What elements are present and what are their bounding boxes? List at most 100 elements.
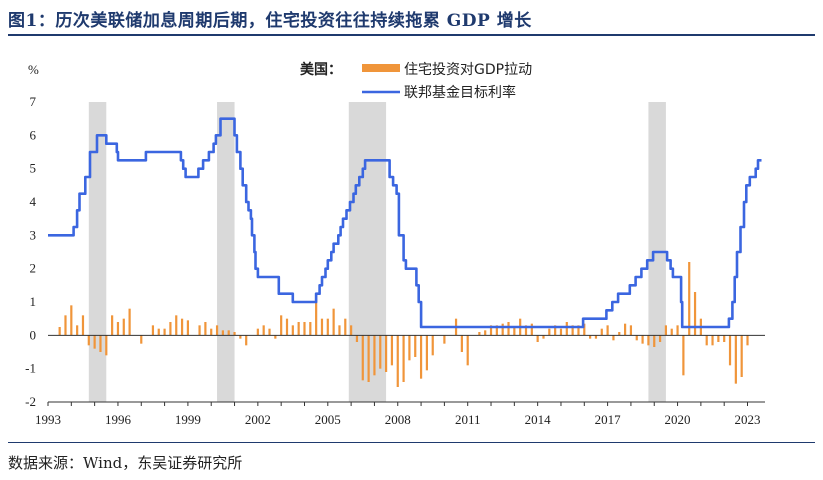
x-tick-label: 2005 bbox=[315, 412, 341, 427]
bar bbox=[215, 325, 219, 336]
bar bbox=[151, 325, 155, 336]
bar bbox=[565, 322, 568, 336]
bar bbox=[548, 328, 551, 336]
x-tick-label: 2011 bbox=[455, 412, 481, 427]
bar bbox=[460, 335, 463, 352]
bar bbox=[594, 335, 598, 339]
bar bbox=[169, 322, 172, 336]
title-rule bbox=[8, 34, 815, 36]
x-tick-label: 2020 bbox=[665, 412, 691, 427]
bar bbox=[682, 335, 685, 376]
bar bbox=[664, 325, 668, 336]
bar bbox=[163, 328, 166, 336]
bar bbox=[524, 325, 528, 336]
y-axis: % -2 -1 0 1 2 3 4 5 6 7 bbox=[25, 62, 39, 409]
bar bbox=[122, 318, 125, 336]
bar bbox=[93, 335, 96, 349]
bar bbox=[262, 325, 265, 336]
x-tick-label: 2008 bbox=[385, 412, 411, 427]
bar bbox=[70, 305, 73, 336]
bar bbox=[466, 335, 469, 366]
bar bbox=[425, 335, 429, 371]
bar bbox=[507, 322, 510, 336]
bar bbox=[402, 335, 405, 382]
line-series bbox=[48, 117, 762, 329]
bar bbox=[618, 332, 621, 336]
bar bbox=[350, 325, 353, 336]
bar bbox=[443, 335, 446, 344]
bar bbox=[419, 335, 423, 379]
y-tick-label: 0 bbox=[30, 327, 37, 342]
bar bbox=[693, 292, 697, 336]
bar bbox=[175, 315, 178, 336]
x-tick-label: 1996 bbox=[105, 412, 132, 427]
bar bbox=[233, 332, 236, 336]
bar bbox=[635, 335, 638, 341]
bar bbox=[64, 315, 67, 336]
bar bbox=[746, 335, 749, 346]
bar bbox=[355, 335, 359, 342]
bar bbox=[338, 325, 341, 336]
bar bbox=[332, 308, 335, 336]
bar bbox=[373, 335, 376, 376]
x-tick-label: 1999 bbox=[175, 412, 201, 427]
bar bbox=[670, 328, 673, 336]
shaded-period bbox=[217, 102, 235, 402]
x-tick-label: 2023 bbox=[735, 412, 761, 427]
bar bbox=[396, 335, 399, 387]
shaded-periods bbox=[88, 102, 666, 402]
bar bbox=[361, 335, 364, 381]
shaded-period bbox=[88, 102, 107, 402]
bar bbox=[623, 323, 627, 336]
bar bbox=[344, 318, 347, 336]
legend-label-bar: 住宅投资对GDP拉动 bbox=[404, 62, 532, 78]
x-tick-label: 2014 bbox=[525, 412, 552, 427]
bar bbox=[612, 335, 615, 341]
y-tick-label: 6 bbox=[30, 127, 37, 142]
bar bbox=[245, 335, 248, 346]
y-tick-label: 4 bbox=[30, 194, 37, 209]
bar bbox=[647, 335, 650, 346]
x-tick-label: 2002 bbox=[245, 412, 271, 427]
x-axis: 1993 1996 1999 2002 2005 2008 2011 2014 2017 2020… bbox=[35, 401, 765, 427]
bar bbox=[99, 335, 102, 352]
x-tick-label: 2017 bbox=[595, 412, 622, 427]
bar bbox=[408, 335, 411, 361]
bar bbox=[204, 322, 207, 336]
y-tick-label: 3 bbox=[30, 227, 37, 242]
bar bbox=[274, 335, 277, 339]
bar bbox=[600, 328, 603, 336]
bar bbox=[186, 320, 190, 336]
bar bbox=[81, 315, 85, 336]
bar bbox=[379, 335, 382, 369]
bar bbox=[431, 335, 434, 356]
y-tick-label: -2 bbox=[25, 394, 36, 409]
bar bbox=[227, 330, 230, 336]
footer-rule bbox=[8, 442, 815, 443]
bar bbox=[530, 323, 533, 336]
legend-swatch-bar bbox=[362, 64, 400, 72]
bar bbox=[489, 325, 493, 336]
bar bbox=[723, 335, 726, 342]
bar bbox=[536, 335, 539, 342]
bar-series bbox=[58, 262, 749, 387]
legend-prefix: 美国： bbox=[300, 61, 342, 78]
bar bbox=[315, 293, 318, 336]
bar bbox=[734, 335, 737, 384]
bar bbox=[484, 330, 487, 336]
bar bbox=[291, 325, 294, 336]
bar bbox=[501, 323, 504, 336]
bar bbox=[76, 325, 79, 336]
y-tick-label: 1 bbox=[30, 294, 37, 309]
bar bbox=[705, 335, 708, 346]
bar bbox=[589, 335, 592, 339]
bar bbox=[116, 322, 120, 336]
bar bbox=[577, 325, 580, 336]
bar bbox=[157, 328, 160, 336]
bar bbox=[297, 322, 300, 336]
bar bbox=[711, 335, 714, 346]
bar bbox=[728, 335, 732, 366]
bar bbox=[629, 325, 633, 336]
